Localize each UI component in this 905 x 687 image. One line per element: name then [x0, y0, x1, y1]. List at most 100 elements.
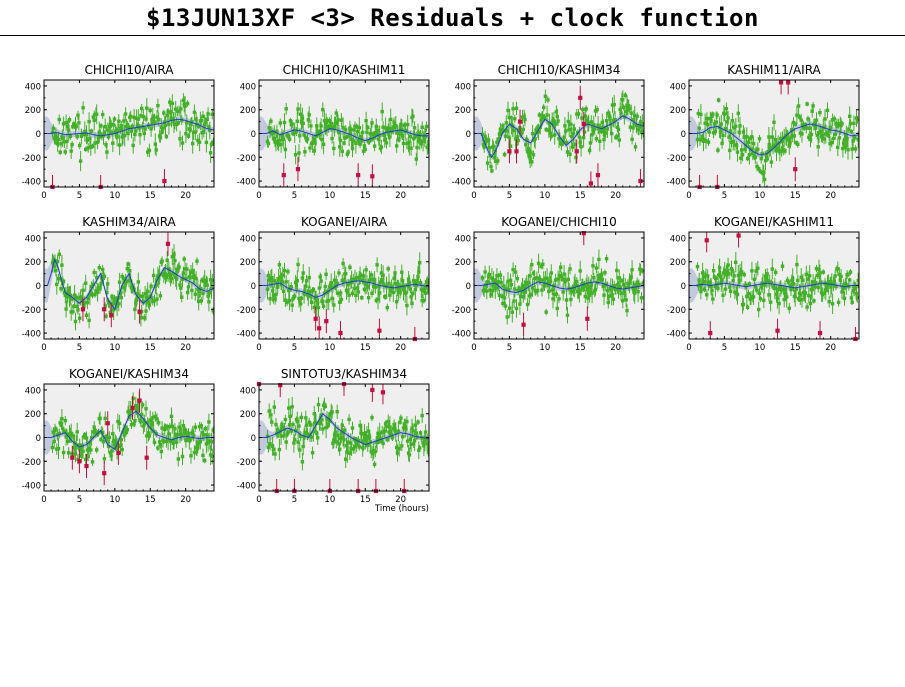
residual-point: [284, 440, 288, 444]
residual-point: [394, 430, 398, 434]
residual-point: [152, 120, 157, 124]
residual-point: [356, 139, 361, 143]
residual-point: [165, 425, 169, 429]
residual-point: [560, 277, 565, 282]
plot-data: [689, 252, 859, 318]
residual-point: [160, 259, 164, 263]
flagged-point: [370, 174, 375, 179]
residual-point: [338, 300, 342, 304]
residual-point: [168, 439, 173, 444]
residual-point: [551, 297, 555, 301]
residual-point: [627, 107, 632, 111]
residual-point: [814, 118, 819, 122]
residual-point: [562, 135, 566, 140]
residual-point: [117, 302, 121, 306]
residual-point: [307, 275, 311, 280]
residual-point: [562, 272, 566, 276]
plot-title: CHICHI10/KASHIM34: [498, 63, 621, 77]
x-tick-label: 10: [539, 343, 550, 353]
residual-point: [480, 276, 485, 280]
residual-point: [310, 435, 314, 439]
residual-point: [129, 423, 134, 427]
x-tick-label: 10: [754, 343, 765, 353]
residual-point: [757, 137, 762, 141]
residual-point: [117, 119, 121, 123]
residual-point: [57, 252, 61, 257]
residual-point: [298, 134, 302, 138]
residual-point: [344, 457, 348, 461]
y-tick-label: -200: [237, 154, 256, 164]
residual-point: [420, 413, 424, 418]
residual-point: [179, 427, 183, 432]
residual-point: [709, 119, 713, 123]
residual-point: [711, 112, 715, 116]
plot-panel: -400 -200 0 200 400 0 5 10 15 20 SINTOTU3/KASHIM34…: [237, 367, 430, 514]
residual-point: [711, 269, 716, 273]
residual-point: [355, 275, 359, 280]
residual-point: [74, 124, 78, 129]
residual-point: [282, 120, 287, 125]
residual-point: [134, 129, 138, 133]
residual-point: [66, 439, 70, 444]
residual-point: [161, 126, 165, 131]
residual-point: [611, 297, 616, 301]
y-tick-label: 0: [36, 282, 41, 292]
residual-point: [717, 266, 722, 270]
residual-point: [696, 111, 700, 116]
residual-point: [321, 427, 325, 431]
residual-point: [164, 275, 169, 280]
x-tick-label: 15: [790, 191, 801, 201]
residual-point: [623, 93, 627, 97]
residual-point: [383, 126, 388, 130]
residual-point: [341, 261, 345, 266]
residual-point: [317, 286, 322, 290]
residual-point: [101, 112, 105, 117]
y-tick-label: 0: [36, 130, 41, 140]
residual-point: [489, 292, 493, 297]
residual-point: [191, 141, 195, 146]
residual-point: [136, 280, 141, 284]
flagged-point: [514, 149, 519, 154]
residual-point: [842, 286, 846, 291]
residual-point: [536, 288, 540, 293]
residual-point: [758, 169, 763, 174]
residual-point: [345, 289, 350, 294]
plot-panel: -400 -200 0 200 400 0 5 10 15 20 CHICHI10/KASHIM11: [237, 63, 430, 201]
residual-point: [58, 150, 62, 154]
clock-function-line: [44, 118, 214, 137]
residual-point: [851, 139, 855, 143]
residual-point: [488, 288, 492, 292]
residual-point: [482, 145, 486, 149]
residual-point: [762, 177, 767, 182]
residual-point: [567, 128, 571, 132]
residual-point: [210, 112, 214, 116]
residual-point: [774, 270, 778, 275]
residual-point: [799, 118, 803, 122]
residual-point: [310, 300, 314, 305]
residual-point: [581, 107, 585, 112]
residual-point: [520, 284, 525, 288]
plot-title: KOGANEI/KASHIM34: [69, 367, 189, 381]
residual-point: [401, 141, 406, 146]
residual-point: [60, 263, 64, 267]
y-tick-label: 200: [25, 258, 41, 268]
residual-point: [404, 291, 408, 295]
residual-point: [282, 268, 287, 273]
residual-point: [840, 121, 844, 126]
residual-point: [124, 279, 129, 284]
residual-point: [795, 262, 799, 267]
residual-point: [529, 150, 533, 155]
residual-point: [630, 268, 634, 272]
plot-data: [259, 102, 429, 166]
residual-point: [846, 273, 850, 277]
residual-point: [726, 263, 730, 267]
residual-point: [502, 296, 507, 300]
residual-point: [407, 453, 412, 457]
residual-point: [745, 294, 749, 299]
residual-point: [99, 282, 103, 286]
residual-point: [157, 117, 161, 122]
residual-point: [485, 161, 490, 165]
residual-point: [424, 124, 429, 129]
residual-point: [848, 270, 853, 274]
residual-point: [372, 277, 377, 282]
